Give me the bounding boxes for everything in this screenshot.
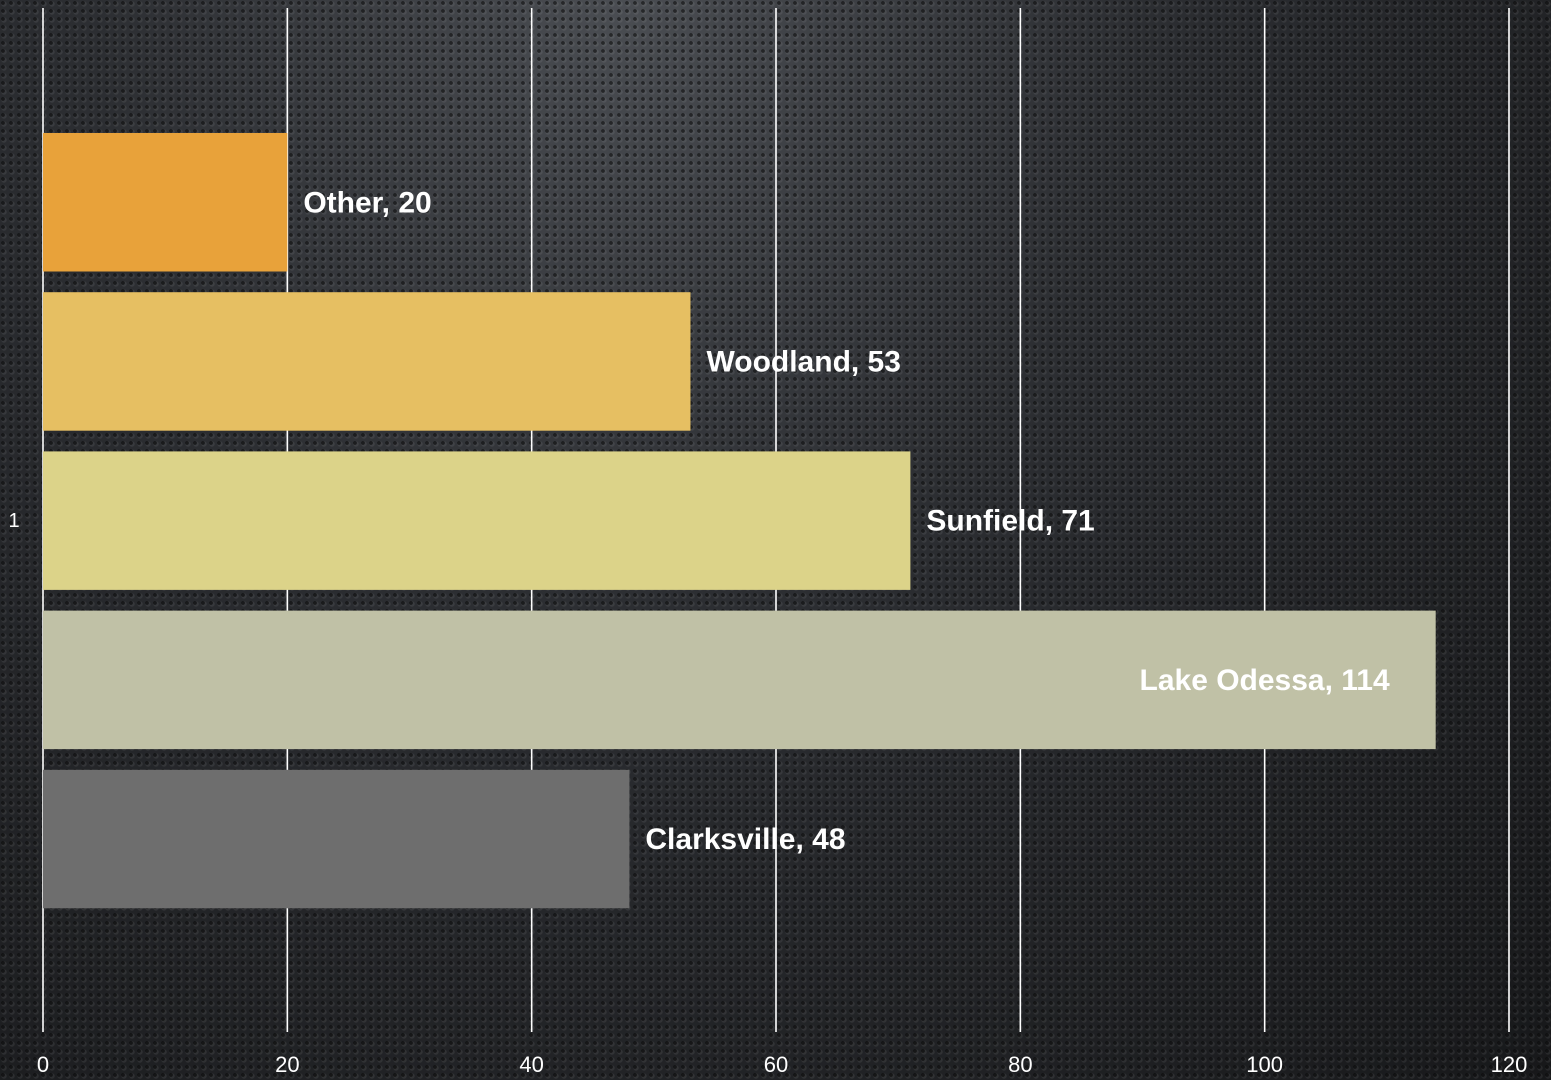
x-tick-label: 60: [764, 1052, 788, 1077]
bar-woodland: [43, 292, 691, 431]
x-tick-label: 120: [1491, 1052, 1528, 1077]
data-label-sunfield: Sunfield, 71: [926, 505, 1094, 538]
x-axis-ticks: 0 20 40 60 80 100 120: [37, 1052, 1527, 1077]
data-label-other: Other, 20: [303, 186, 431, 219]
data-labels: Other, 20 Woodland, 53 Sunfield, 71 Lake Od…: [303, 186, 1390, 856]
bar-series: [43, 133, 1436, 909]
bar-clarksville: [43, 769, 630, 909]
bar-lake-odessa: [43, 610, 1436, 750]
x-tick-label: 20: [275, 1052, 299, 1077]
x-tick-label: 0: [37, 1052, 49, 1077]
bar-sunfield: [43, 451, 911, 590]
x-tick-label: 40: [519, 1052, 543, 1077]
data-label-lake-odessa: Lake Odessa, 114: [1140, 664, 1390, 697]
data-label-woodland: Woodland, 53: [706, 345, 900, 378]
x-tick-label: 100: [1246, 1052, 1283, 1077]
category-label: 1: [8, 510, 19, 532]
data-label-clarksville: Clarksville, 48: [645, 823, 845, 856]
x-tick-label: 80: [1008, 1052, 1032, 1077]
bar-other: [43, 133, 288, 272]
